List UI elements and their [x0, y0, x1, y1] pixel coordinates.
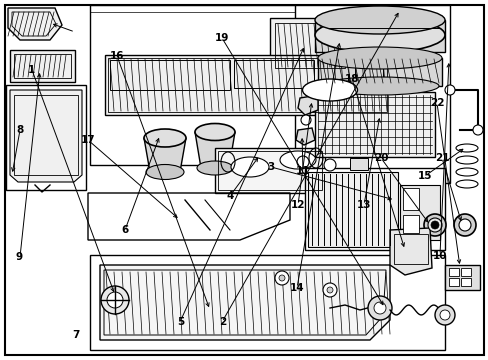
Ellipse shape	[230, 157, 268, 177]
Bar	[402, 215, 418, 233]
Ellipse shape	[302, 79, 357, 101]
Ellipse shape	[280, 151, 315, 169]
Text: 11: 11	[295, 166, 310, 176]
Polygon shape	[195, 132, 235, 168]
Circle shape	[373, 302, 385, 314]
Circle shape	[434, 305, 454, 325]
Bar	[14, 54, 71, 78]
Polygon shape	[297, 95, 317, 115]
Circle shape	[444, 85, 454, 95]
Bar	[105, 55, 389, 115]
Bar	[460, 278, 470, 286]
Ellipse shape	[314, 6, 444, 34]
Ellipse shape	[143, 129, 185, 147]
Bar	[444, 265, 479, 290]
Bar	[460, 268, 470, 276]
Circle shape	[301, 115, 310, 125]
Polygon shape	[8, 8, 62, 40]
Polygon shape	[143, 138, 185, 172]
Text: 16: 16	[110, 51, 124, 61]
Ellipse shape	[423, 214, 445, 236]
Text: 1: 1	[28, 65, 35, 75]
Bar	[349, 158, 367, 170]
Polygon shape	[100, 265, 389, 340]
Bar	[402, 188, 418, 210]
Circle shape	[274, 271, 288, 285]
Bar	[448, 268, 458, 276]
Text: 17: 17	[81, 135, 95, 145]
Circle shape	[323, 283, 336, 297]
Circle shape	[439, 310, 449, 320]
Bar	[269, 18, 349, 73]
Ellipse shape	[320, 77, 438, 95]
Text: 22: 22	[429, 98, 444, 108]
Circle shape	[430, 221, 438, 229]
Text: 10: 10	[432, 251, 447, 261]
Text: 18: 18	[344, 74, 359, 84]
Circle shape	[107, 292, 123, 308]
Bar	[6, 85, 86, 190]
Text: 21: 21	[434, 153, 449, 163]
Bar	[90, 255, 444, 350]
Text: 14: 14	[289, 283, 304, 293]
Bar	[274, 23, 345, 68]
Text: 6: 6	[121, 225, 128, 235]
Bar	[307, 172, 397, 247]
Text: 3: 3	[267, 162, 274, 172]
Bar	[314, 92, 434, 157]
Bar	[393, 234, 427, 264]
Bar	[110, 60, 229, 90]
Text: 5: 5	[177, 317, 184, 327]
Circle shape	[279, 275, 285, 281]
Bar	[215, 148, 325, 193]
Text: 13: 13	[356, 200, 371, 210]
Polygon shape	[295, 128, 314, 145]
Text: 19: 19	[215, 33, 229, 43]
Circle shape	[326, 287, 332, 293]
Bar	[218, 151, 321, 190]
Ellipse shape	[317, 47, 441, 69]
Ellipse shape	[427, 218, 441, 232]
Bar	[354, 62, 382, 80]
Bar	[399, 185, 439, 240]
Text: 20: 20	[373, 153, 388, 163]
Circle shape	[324, 159, 335, 171]
Circle shape	[101, 286, 129, 314]
Polygon shape	[389, 228, 431, 275]
Bar	[314, 20, 444, 52]
Text: 12: 12	[290, 200, 305, 210]
Text: 2: 2	[219, 317, 225, 327]
Circle shape	[472, 125, 482, 135]
Ellipse shape	[146, 165, 183, 180]
Ellipse shape	[458, 219, 470, 231]
Bar	[108, 58, 386, 112]
Bar	[305, 168, 444, 250]
Bar	[14, 95, 78, 175]
Ellipse shape	[195, 123, 235, 140]
Bar	[234, 60, 313, 88]
Bar	[10, 50, 75, 82]
Circle shape	[296, 156, 308, 168]
Polygon shape	[10, 90, 82, 182]
Text: 7: 7	[72, 330, 80, 340]
Ellipse shape	[314, 18, 444, 53]
Bar	[317, 58, 441, 86]
Bar	[448, 278, 458, 286]
Text: 4: 4	[225, 191, 233, 201]
Ellipse shape	[453, 214, 475, 236]
Bar	[294, 5, 449, 183]
Text: 15: 15	[417, 171, 432, 181]
Circle shape	[367, 296, 391, 320]
Text: 8: 8	[16, 125, 23, 135]
Ellipse shape	[197, 161, 232, 175]
Text: 9: 9	[16, 252, 23, 262]
